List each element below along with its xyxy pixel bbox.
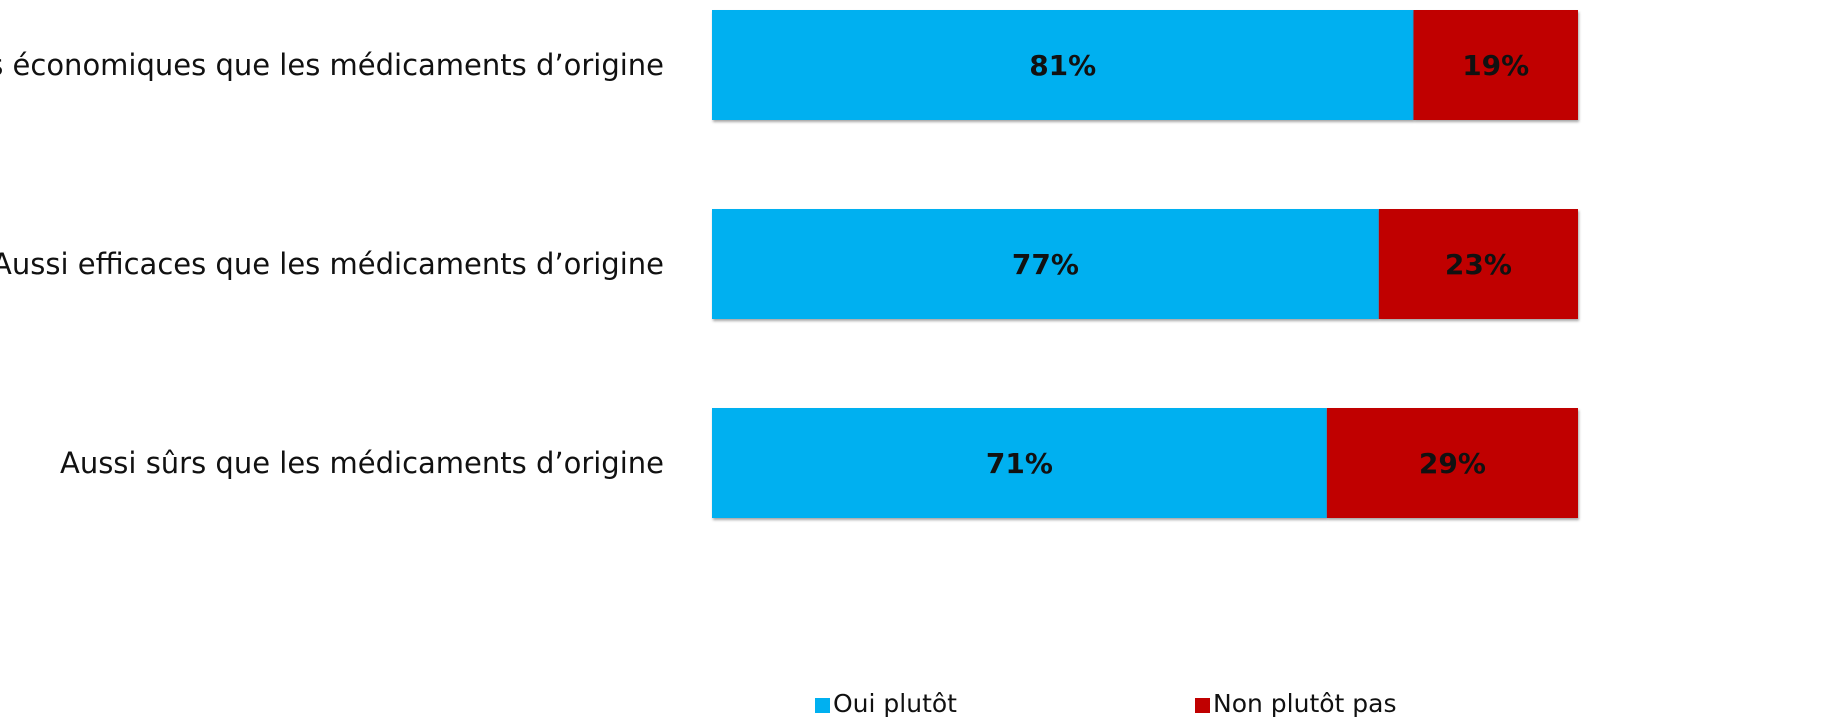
legend-label-oui-plutot: Oui plutôt (833, 689, 957, 718)
value-label-non-plutot-pas-1: 19% (1462, 49, 1529, 82)
legend-swatch-non-plutot-pas (1195, 698, 1210, 713)
category-label-3: Aussi sûrs que les médicaments d’origine (60, 446, 664, 480)
legend-item-non-plutot-pas: Non plutôt pas (1195, 689, 1397, 718)
value-label-non-plutot-pas-3: 29% (1419, 447, 1486, 480)
category-label-1: Plus économiques que les médicaments d’o… (0, 48, 664, 82)
legend-swatch-oui-plutot (815, 698, 830, 713)
legend: Oui plutôt Non plutôt pas (815, 689, 1397, 718)
bars-layer: 81% 19% 77% 23% 71% 29% (712, 10, 1578, 518)
value-label-oui-plutot-3: 71% (986, 447, 1053, 480)
category-label-2: Aussi efficaces que les médicaments d’or… (0, 247, 664, 281)
legend-label-non-plutot-pas: Non plutôt pas (1213, 689, 1397, 718)
value-label-oui-plutot-1: 81% (1029, 49, 1096, 82)
legend-item-oui-plutot: Oui plutôt (815, 689, 957, 718)
value-label-non-plutot-pas-2: 23% (1445, 248, 1512, 281)
value-label-oui-plutot-2: 77% (1012, 248, 1079, 281)
category-labels: Plus économiques que les médicaments d’o… (0, 48, 664, 480)
